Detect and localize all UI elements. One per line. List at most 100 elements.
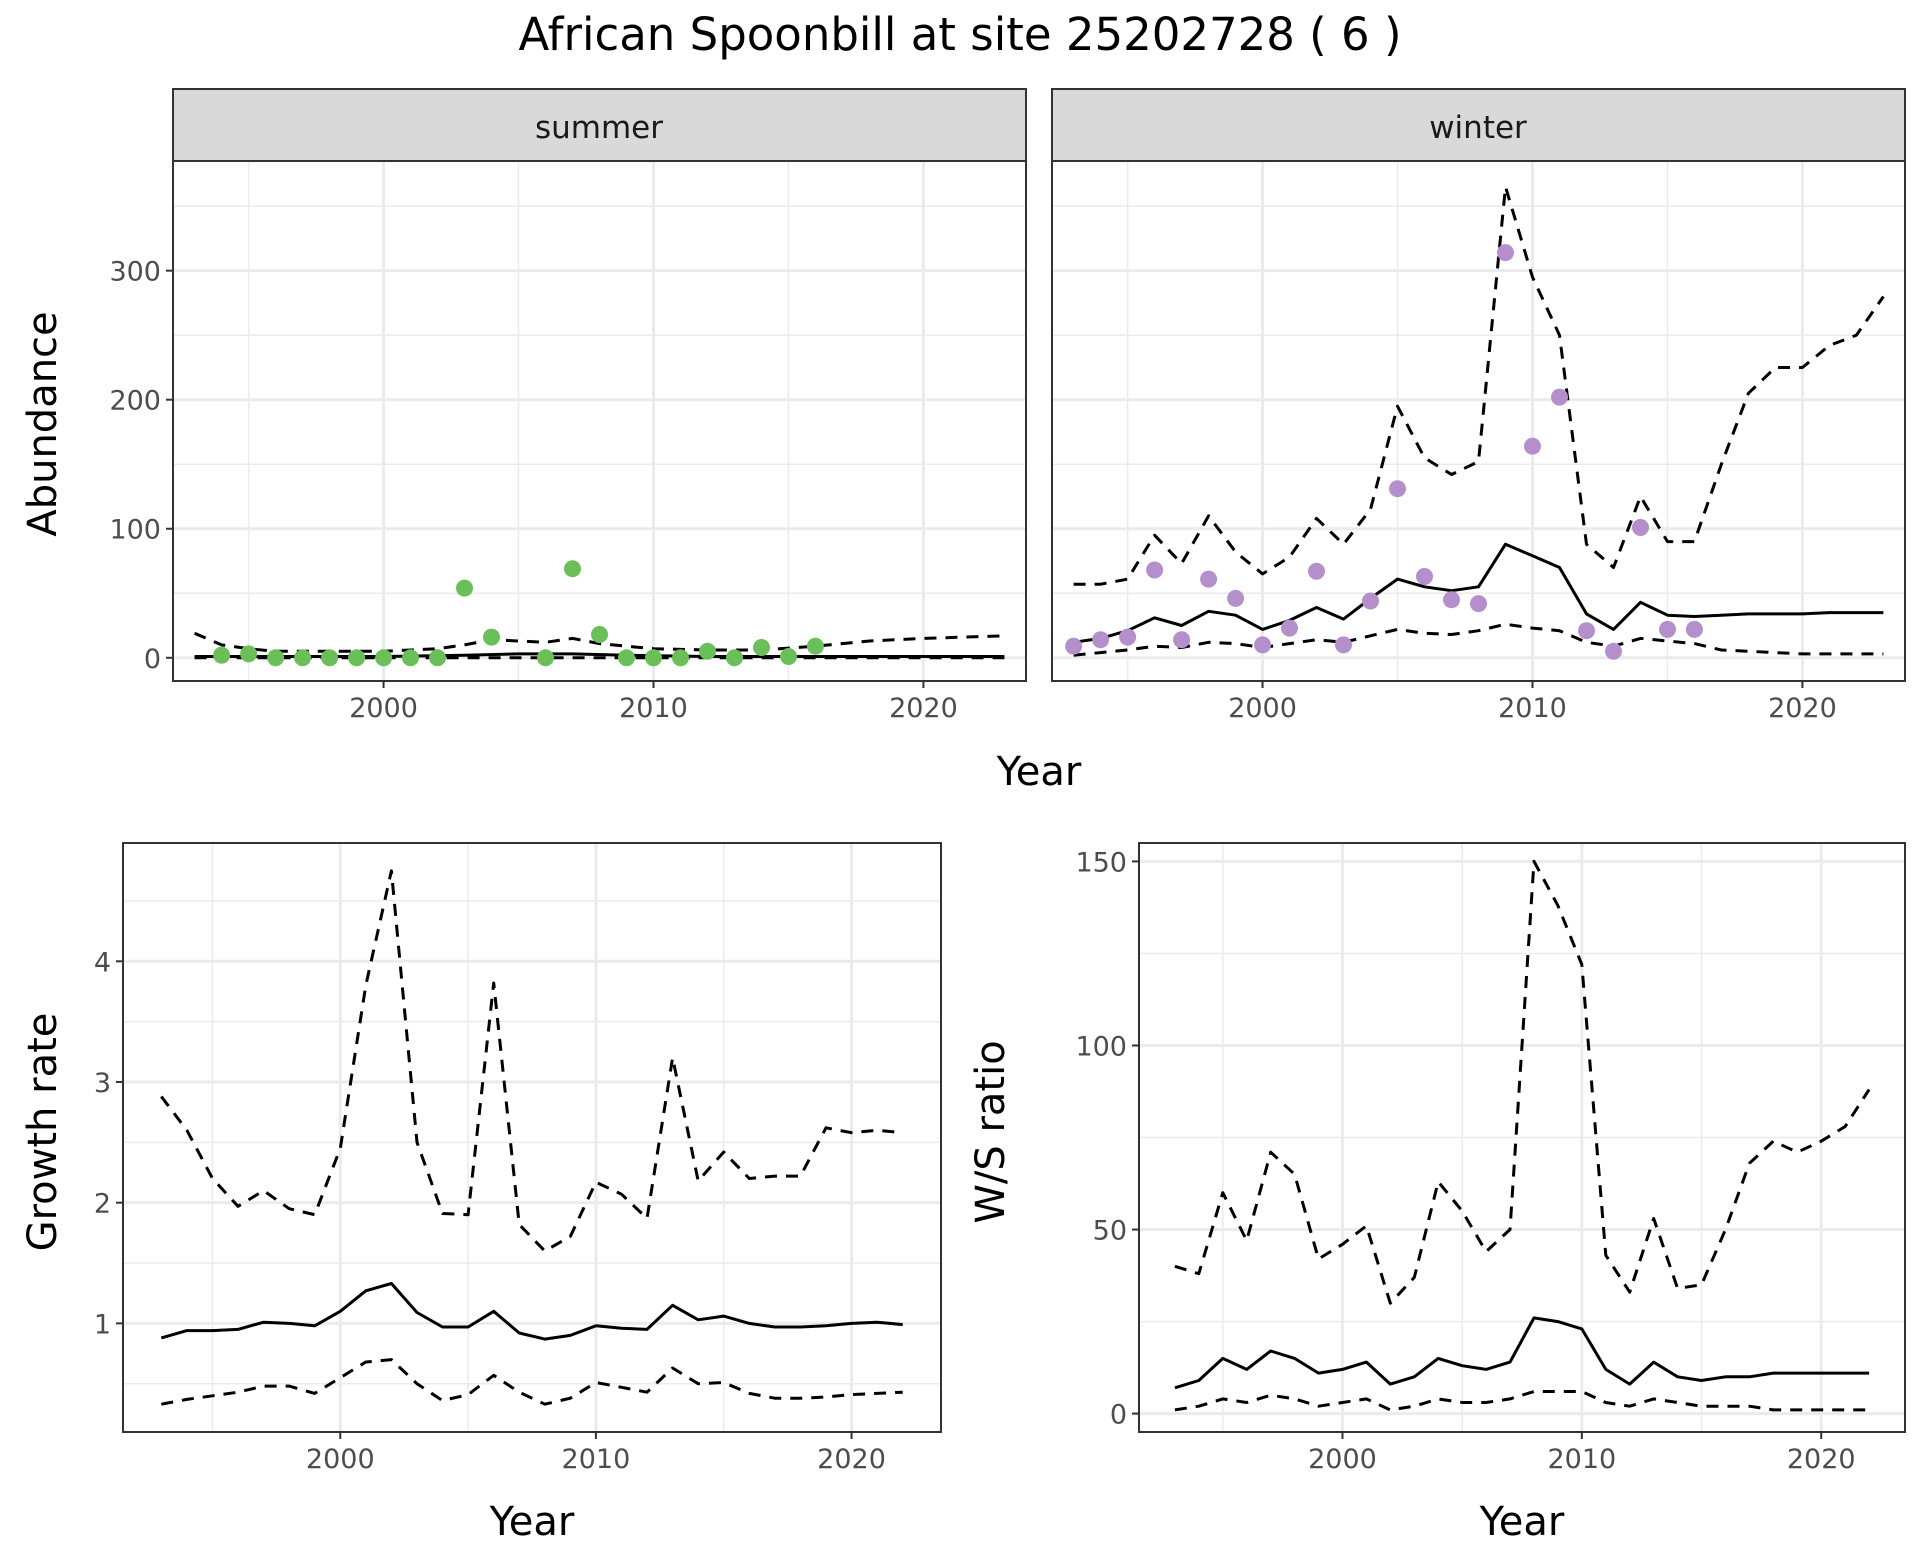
growth-panel-border — [122, 842, 942, 1433]
summer-strip — [172, 88, 1027, 162]
summer-plot-area — [173, 161, 1026, 681]
winter-observed-point — [1092, 631, 1110, 649]
winter-observed-point — [1605, 642, 1622, 660]
growth-y-tick-label: 2 — [94, 1189, 111, 1220]
ws-x-axis-title: Year — [1479, 1499, 1565, 1545]
summer-y-tick-label: 200 — [109, 386, 161, 417]
winter-observed-point — [1578, 622, 1595, 640]
summer-observed-point — [753, 639, 770, 656]
winter-observed-point — [1281, 619, 1298, 637]
summer-observed-point — [240, 645, 258, 663]
ws-panel-border — [1138, 842, 1906, 1433]
growth-x-tick-label: 2000 — [306, 1444, 375, 1475]
summer-observed-point — [267, 649, 285, 667]
summer-observed-point — [456, 579, 473, 597]
growth-y-axis-title: Growth rate — [20, 1013, 66, 1252]
growth-y-tick-label: 4 — [94, 947, 111, 978]
summer-observed-point — [402, 649, 419, 667]
winter-observed-point — [1685, 620, 1703, 638]
winter-x-tick-label: 2000 — [1228, 693, 1297, 724]
summer-x-tick-label: 2000 — [349, 693, 418, 724]
summer-abundance-panel: summer 2000 2010 2020 0 100 200 300 — [109, 88, 1027, 724]
summer-observed-point — [321, 649, 339, 667]
summer-observed-point — [780, 648, 797, 665]
summer-observed-point — [618, 649, 635, 667]
ws-upper-ci-line — [1174, 859, 1871, 1305]
winter-observed-point — [1416, 568, 1433, 585]
winter-observed-point — [1254, 636, 1272, 654]
ws-y-tick-label: 100 — [1075, 1031, 1127, 1062]
summer-y-tick-label: 0 — [144, 644, 161, 675]
winter-upper-ci-line — [1073, 185, 1885, 586]
summer-observed-point — [537, 649, 554, 667]
summer-observed-point — [294, 649, 312, 667]
summer-y-tick-label: 300 — [109, 257, 161, 288]
summer-observed-point — [564, 560, 581, 578]
growth-lower-ci-line — [161, 1358, 903, 1406]
winter-observed-point — [1524, 437, 1541, 455]
growth-rate-panel: 2000 2010 2020 1 2 3 4 — [94, 842, 942, 1475]
ws-y-tick-label: 150 — [1075, 847, 1127, 878]
top-y-axis-title: Abundance — [20, 311, 66, 536]
summer-observed-point — [672, 649, 689, 667]
summer-x-tick-label: 2020 — [889, 693, 958, 724]
ws-lower-ci-line — [1174, 1390, 1870, 1412]
winter-observed-point — [1551, 388, 1568, 406]
winter-observed-point — [1227, 589, 1245, 607]
growth-y-tick-label: 1 — [94, 1309, 111, 1340]
winter-observed-point — [1389, 480, 1406, 498]
summer-observed-point — [726, 649, 743, 667]
summer-observed-point — [213, 646, 231, 664]
summer-observed-point — [483, 628, 500, 646]
winter-observed-point — [1335, 636, 1352, 654]
winter-observed-point — [1065, 637, 1083, 655]
summer-observed-point — [429, 649, 446, 667]
ws-x-tick-label: 2000 — [1308, 1444, 1377, 1475]
winter-abundance-panel: winter 2000 2010 2020 — [1051, 88, 1906, 724]
summer-observed-point — [348, 649, 366, 667]
ws-ratio-panel: 2000 2010 2020 0 50 100 150 — [1075, 842, 1906, 1475]
summer-observed-point — [645, 649, 662, 667]
summer-observed-point — [699, 642, 716, 660]
winter-observed-point — [1470, 595, 1487, 613]
winter-strip — [1051, 88, 1906, 162]
winter-strip-label: winter — [1429, 110, 1527, 146]
winter-observed-point — [1119, 628, 1137, 646]
ws-y-tick-label: 0 — [1110, 1400, 1127, 1431]
winter-observed-point — [1632, 519, 1649, 536]
summer-observed-point — [375, 649, 393, 667]
winter-observed-point — [1362, 592, 1379, 610]
summer-observed-point — [591, 626, 608, 643]
summer-y-tick-label: 100 — [109, 515, 161, 546]
winter-plot-area — [1052, 161, 1905, 681]
winter-observed-point — [1200, 570, 1218, 588]
growth-x-tick-label: 2010 — [562, 1444, 631, 1475]
figure-title: African Spoonbill at site 25202728 ( 6 ) — [518, 8, 1401, 61]
winter-x-tick-label: 2020 — [1768, 693, 1837, 724]
summer-panel-border — [172, 160, 1027, 682]
winter-observed-point — [1173, 631, 1191, 649]
winter-observed-point — [1659, 620, 1676, 638]
ws-y-tick-label: 50 — [1093, 1216, 1127, 1247]
winter-observed-point — [1497, 244, 1514, 262]
winter-lower-ci-line — [1073, 622, 1884, 657]
summer-x-tick-label: 2010 — [619, 693, 688, 724]
winter-observed-point — [1146, 561, 1164, 579]
winter-estimate-line — [1073, 542, 1884, 644]
top-x-axis-title: Year — [996, 749, 1082, 795]
winter-panel-border — [1051, 160, 1906, 682]
growth-y-tick-label: 3 — [94, 1068, 111, 1099]
summer-observed-point — [806, 637, 824, 655]
growth-estimate-line — [160, 1282, 903, 1341]
ws-x-tick-label: 2010 — [1547, 1444, 1616, 1475]
growth-x-tick-label: 2020 — [817, 1444, 886, 1475]
growth-x-axis-title: Year — [489, 1499, 575, 1545]
summer-strip-label: summer — [535, 110, 663, 146]
growth-upper-ci-line — [160, 869, 903, 1253]
ws-estimate-line — [1174, 1316, 1870, 1390]
ws-x-tick-label: 2020 — [1787, 1444, 1856, 1475]
winter-observed-point — [1308, 562, 1325, 580]
ws-y-axis-title: W/S ratio — [968, 1040, 1014, 1223]
growth-plot-area — [123, 843, 941, 1432]
